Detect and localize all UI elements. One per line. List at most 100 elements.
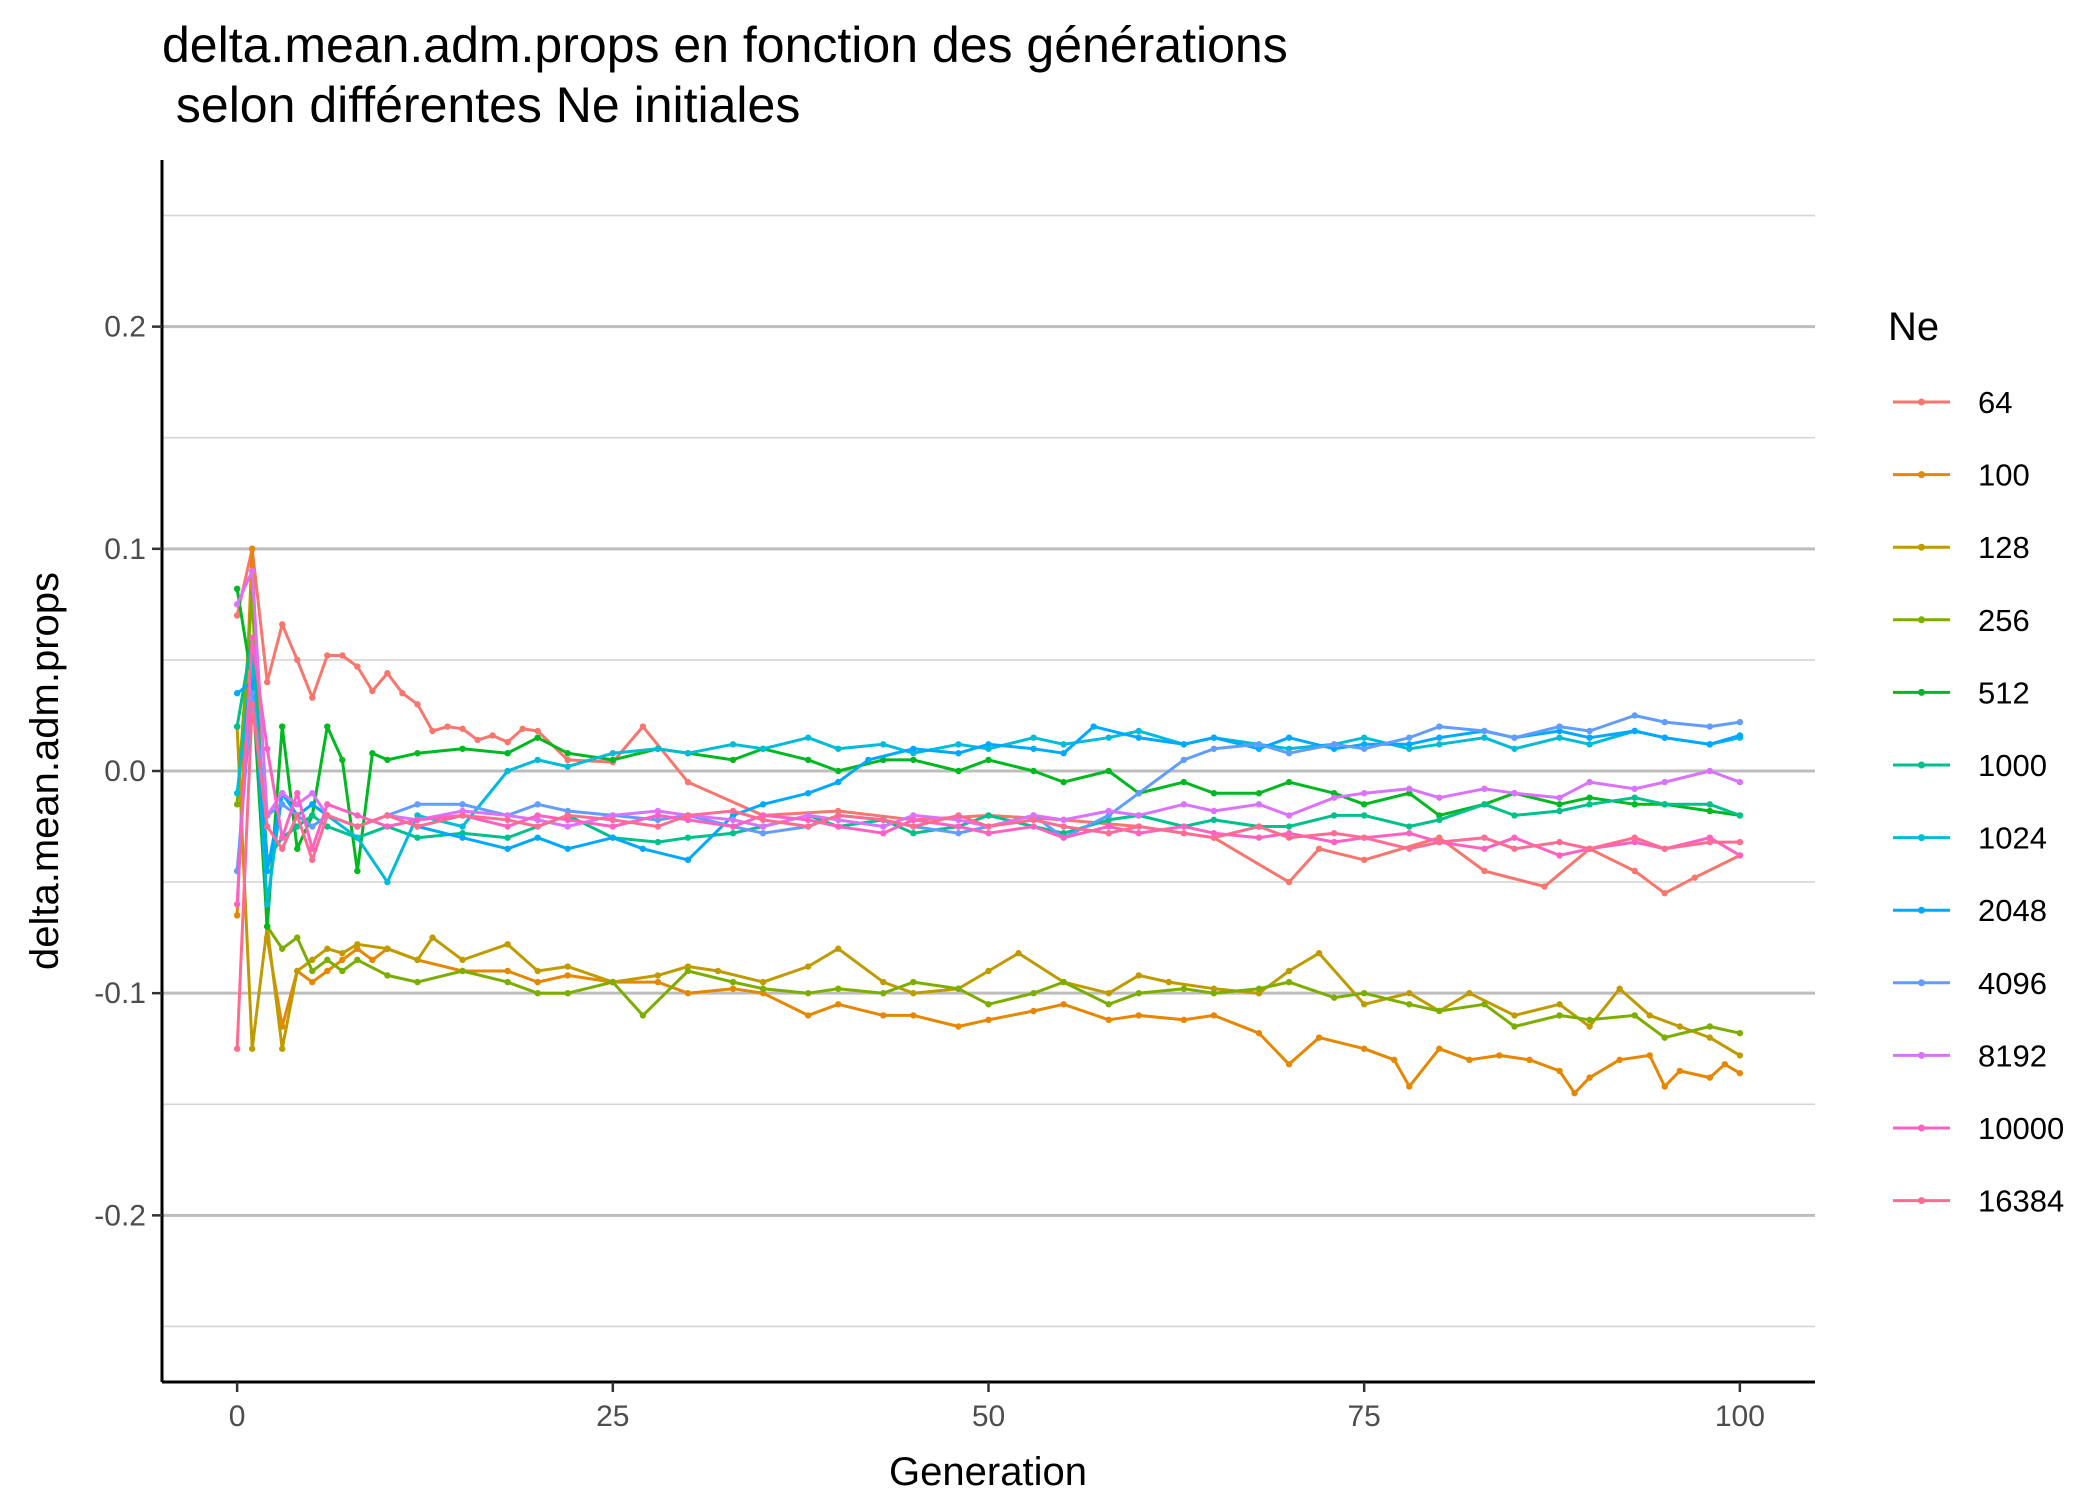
data-point	[1360, 745, 1368, 752]
data-point	[564, 816, 571, 824]
data-point	[1661, 778, 1668, 786]
data-point	[1030, 745, 1037, 752]
data-point	[1255, 801, 1263, 808]
data-point	[880, 1012, 887, 1019]
data-point	[1060, 834, 1067, 841]
data-point	[339, 967, 346, 975]
data-point	[654, 812, 662, 819]
data-point	[1330, 812, 1338, 819]
data-point	[609, 812, 617, 819]
legend-key-point	[1918, 979, 1925, 987]
data-point	[1511, 834, 1518, 841]
data-point	[1556, 852, 1563, 859]
data-point	[1541, 883, 1548, 890]
data-point	[1481, 845, 1488, 852]
series-lines	[233, 545, 1744, 1097]
data-point	[759, 989, 767, 997]
data-point	[369, 750, 376, 757]
data-point	[1105, 1016, 1112, 1024]
data-point	[1360, 812, 1368, 819]
data-point	[504, 941, 511, 948]
data-point	[1706, 1023, 1714, 1030]
data-point	[444, 723, 451, 730]
data-point	[1030, 734, 1037, 741]
data-point	[1285, 734, 1293, 741]
data-point	[1481, 727, 1488, 735]
data-point	[1255, 790, 1263, 797]
data-point	[1631, 838, 1638, 846]
data-point	[309, 856, 316, 864]
data-point	[1466, 1056, 1473, 1064]
data-point	[1511, 790, 1518, 797]
data-point	[1105, 812, 1112, 819]
data-point	[534, 967, 541, 975]
legend-item-1000: 1000	[1893, 748, 2047, 783]
data-point	[1706, 1074, 1714, 1081]
data-point	[1646, 1052, 1653, 1059]
data-point	[414, 701, 421, 708]
data-point	[759, 801, 767, 808]
data-point	[1646, 1012, 1653, 1019]
legend-key-point	[1918, 761, 1925, 769]
data-point	[910, 812, 917, 819]
data-point	[309, 978, 316, 986]
data-point	[729, 816, 737, 824]
data-point	[1105, 830, 1112, 837]
data-point	[1060, 741, 1067, 748]
data-point	[384, 756, 391, 764]
data-point	[1391, 1056, 1398, 1064]
data-point	[684, 778, 692, 786]
data-point	[1436, 734, 1443, 741]
data-point	[1210, 807, 1218, 815]
data-point	[1586, 1074, 1593, 1081]
data-point	[1556, 838, 1563, 846]
data-point	[1015, 949, 1022, 957]
data-point	[1406, 1083, 1413, 1090]
data-point	[309, 956, 316, 964]
data-point	[324, 801, 331, 808]
data-point	[504, 816, 511, 824]
data-point	[233, 585, 241, 593]
data-point	[1481, 1001, 1488, 1008]
data-point	[1556, 1012, 1563, 1019]
data-point	[684, 963, 692, 970]
data-point	[1631, 712, 1638, 719]
data-point	[714, 967, 722, 975]
data-point	[1105, 989, 1112, 997]
data-point	[835, 778, 842, 786]
data-point	[1406, 745, 1413, 752]
data-point	[1406, 734, 1413, 741]
data-point	[1706, 801, 1714, 808]
data-point	[1556, 807, 1563, 815]
data-point	[1210, 734, 1218, 741]
data-point	[233, 723, 241, 730]
data-point	[248, 545, 256, 553]
data-point	[324, 956, 331, 964]
data-point	[865, 756, 872, 764]
data-point	[354, 663, 361, 670]
data-point	[309, 967, 316, 975]
data-point	[1436, 741, 1443, 748]
data-point	[759, 978, 767, 986]
series-128	[233, 723, 1744, 1059]
data-point	[1556, 723, 1563, 730]
data-point	[684, 967, 692, 975]
data-point	[1586, 727, 1593, 735]
data-point	[294, 823, 301, 830]
data-point	[1586, 734, 1593, 741]
data-point	[534, 989, 541, 997]
data-point	[489, 732, 496, 739]
data-point	[1060, 778, 1067, 786]
data-point	[880, 816, 887, 824]
data-point	[1586, 801, 1593, 808]
data-point	[534, 801, 541, 808]
data-point	[955, 823, 962, 830]
data-point	[1436, 812, 1443, 819]
data-point	[609, 750, 617, 757]
data-point	[459, 807, 466, 815]
data-point	[804, 790, 812, 797]
data-point	[1285, 750, 1293, 757]
data-point	[339, 756, 346, 764]
data-point	[1285, 878, 1293, 886]
data-point	[324, 823, 331, 830]
